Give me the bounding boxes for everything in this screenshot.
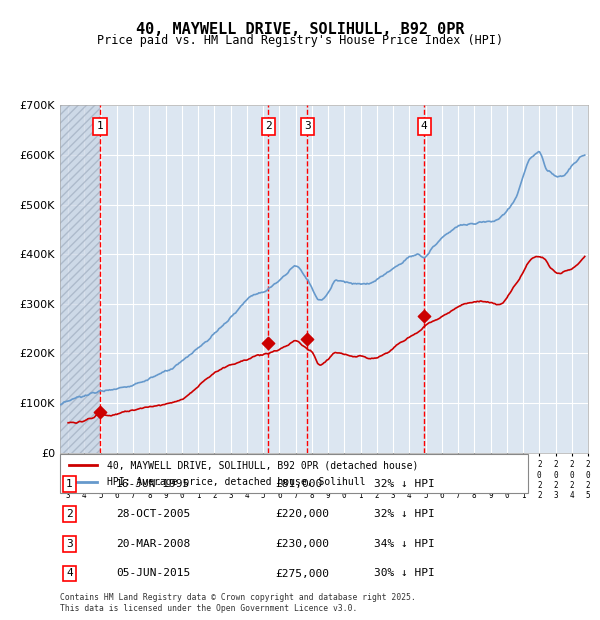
Text: 4: 4 [421, 122, 428, 131]
Text: 2: 2 [66, 509, 73, 519]
Text: 05-JUN-2015: 05-JUN-2015 [116, 569, 190, 578]
Text: 34% ↓ HPI: 34% ↓ HPI [374, 539, 434, 549]
Text: 2: 2 [265, 122, 272, 131]
Point [95, 407, 105, 417]
Text: 40, MAYWELL DRIVE, SOLIHULL, B92 0PR (detached house): 40, MAYWELL DRIVE, SOLIHULL, B92 0PR (de… [107, 460, 418, 470]
Text: HPI: Average price, detached house, Solihull: HPI: Average price, detached house, Soli… [107, 477, 365, 487]
Text: Price paid vs. HM Land Registry's House Price Index (HPI): Price paid vs. HM Land Registry's House … [97, 34, 503, 47]
Point [263, 339, 273, 348]
Text: 1: 1 [66, 479, 73, 489]
Text: 1: 1 [97, 122, 103, 131]
Text: 4: 4 [66, 569, 73, 578]
Text: £275,000: £275,000 [275, 569, 329, 578]
Text: 3: 3 [304, 122, 311, 131]
Bar [60, 105, 100, 453]
Text: £220,000: £220,000 [275, 509, 329, 519]
Text: 30% ↓ HPI: 30% ↓ HPI [374, 569, 434, 578]
Text: 28-OCT-2005: 28-OCT-2005 [116, 509, 190, 519]
FancyBboxPatch shape [60, 454, 528, 493]
Text: £81,000: £81,000 [275, 479, 323, 489]
Point [302, 334, 312, 343]
Text: Contains HM Land Registry data © Crown copyright and database right 2025.
This d: Contains HM Land Registry data © Crown c… [60, 593, 416, 613]
Text: 32% ↓ HPI: 32% ↓ HPI [374, 509, 434, 519]
Text: 3: 3 [66, 539, 73, 549]
Text: £230,000: £230,000 [275, 539, 329, 549]
Point [419, 311, 429, 321]
Text: 40, MAYWELL DRIVE, SOLIHULL, B92 0PR: 40, MAYWELL DRIVE, SOLIHULL, B92 0PR [136, 22, 464, 37]
Text: 20-MAR-2008: 20-MAR-2008 [116, 539, 190, 549]
Text: 32% ↓ HPI: 32% ↓ HPI [374, 479, 434, 489]
Text: 16-JUN-1995: 16-JUN-1995 [116, 479, 190, 489]
